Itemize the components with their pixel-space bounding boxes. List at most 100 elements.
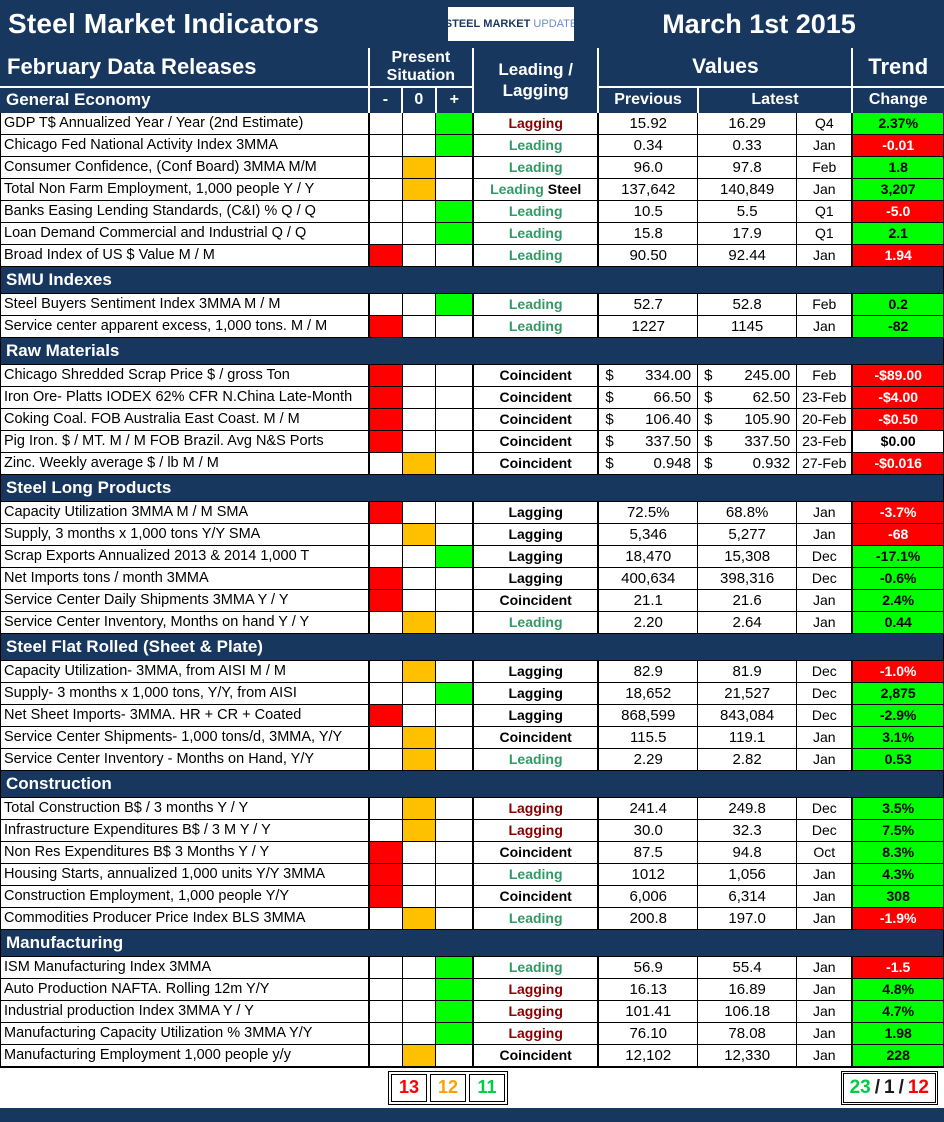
trend-count-separator: / [898, 1076, 904, 1098]
situation-cell-zero [401, 199, 437, 223]
latest-value: 16.29 [697, 111, 798, 135]
situation-cell-minus [367, 221, 403, 245]
period-cell: Dec [796, 681, 854, 705]
indicator-row: Service Center Inventory - Months on Han… [0, 747, 944, 771]
indicator-label: Chicago Fed National Activity Index 3MMA [0, 133, 370, 157]
indicator-label: Service Center Daily Shipments 3MMA Y / … [0, 588, 370, 612]
latest-value: $337.50 [697, 429, 798, 453]
signal-cell: Coincident [472, 1043, 600, 1067]
currency-symbol: $ [605, 388, 614, 406]
indicator-label: Steel Buyers Sentiment Index 3MMA M / M [0, 292, 370, 316]
section-header-steel-long-products: Steel Long Products [0, 473, 944, 502]
latest-value: 106.18 [697, 999, 798, 1023]
signal-cell: Coincident [472, 725, 600, 749]
trend-change-cell: -0.01 [851, 133, 944, 157]
situation-cell-minus [367, 659, 403, 683]
situation-cell-plus [435, 703, 474, 727]
signal-cell: Lagging [472, 500, 600, 524]
signal-text: Leading [508, 866, 563, 883]
signal-cell: Coincident [472, 385, 600, 409]
situation-cell-plus [435, 862, 474, 886]
latest-value: $105.90 [697, 407, 798, 431]
situation-cell-plus [435, 1043, 474, 1067]
indicator-label: Auto Production NAFTA. Rolling 12m Y/Y [0, 977, 370, 1001]
trend-change-cell: 1.94 [851, 243, 944, 267]
situation-cell-minus [367, 177, 403, 201]
signal-cell: Lagging [472, 977, 600, 1001]
previous-value: 868,599 [597, 703, 699, 727]
indicator-label: Commodities Producer Price Index BLS 3MM… [0, 906, 370, 930]
trend-count-black: 1 [884, 1076, 895, 1098]
indicator-row: Iron Ore- Platts IODEX 62% CFR N.China L… [0, 385, 944, 409]
latest-value-number: 245.00 [744, 366, 791, 384]
leading-lagging-line1: Leading / [498, 60, 573, 80]
situation-cell-plus [435, 818, 474, 842]
situation-cell-zero-active [401, 177, 437, 201]
currency-symbol: $ [704, 454, 713, 472]
signal-cell: Lagging [472, 1021, 600, 1045]
indicator-label: Industrial production Index 3MMA Y / Y [0, 999, 370, 1023]
situation-cell-minus [367, 796, 403, 820]
period-cell: Jan [796, 725, 854, 749]
column-header-previous: Previous [597, 86, 699, 113]
situation-cell-zero [401, 884, 437, 908]
latest-value: 2.64 [697, 610, 798, 634]
column-header-change: Change [851, 86, 944, 113]
previous-value: 76.10 [597, 1021, 699, 1045]
latest-value: 17.9 [697, 221, 798, 245]
signal-cell: Lagging [472, 999, 600, 1023]
situation-cell-plus [435, 840, 474, 864]
situation-cell-zero [401, 385, 437, 409]
period-cell: Jan [796, 999, 854, 1023]
indicator-label: Net Sheet Imports- 3MMA. HR + CR + Coate… [0, 703, 370, 727]
previous-value: 1227 [597, 314, 699, 338]
previous-value-number: 334.00 [645, 366, 692, 384]
situation-cell-minus [367, 1043, 403, 1067]
trend-change-cell: 1.98 [851, 1021, 944, 1045]
latest-value: 92.44 [697, 243, 798, 267]
latest-value: 398,316 [697, 566, 798, 590]
previous-value: 16.13 [597, 977, 699, 1001]
section-header-raw-materials: Raw Materials [0, 336, 944, 365]
previous-value: 2.29 [597, 747, 699, 771]
currency-symbol: $ [605, 410, 614, 428]
signal-text: Coincident [499, 389, 572, 406]
page-title: Steel Market Indicators [8, 8, 320, 39]
latest-value: 94.8 [697, 840, 798, 864]
currency-symbol: $ [704, 410, 713, 428]
trend-change-cell: -17.1% [851, 544, 944, 568]
situation-cell-minus [367, 451, 403, 475]
previous-value: $106.40 [597, 407, 699, 431]
previous-value: 10.5 [597, 199, 699, 223]
trend-change-cell: -5.0 [851, 199, 944, 223]
situation-cell-zero-active [401, 906, 437, 930]
latest-value: 1145 [697, 314, 798, 338]
currency-symbol: $ [704, 388, 713, 406]
situation-cell-zero [401, 429, 437, 453]
trend-change-cell: -0.6% [851, 566, 944, 590]
period-cell: 20-Feb [796, 407, 854, 431]
indicator-row: Total Construction B$ / 3 months Y / Y La… [0, 796, 944, 820]
situation-cell-minus-active [367, 884, 403, 908]
situation-cell-zero-active [401, 796, 437, 820]
latest-value: 119.1 [697, 725, 798, 749]
period-cell: 27-Feb [796, 451, 854, 475]
signal-cell: Leading [472, 314, 600, 338]
period-cell: Oct [796, 840, 854, 864]
trend-count-red: 12 [907, 1076, 929, 1098]
column-header-values: Values [597, 47, 854, 88]
signal-cell: Lagging [472, 681, 600, 705]
indicator-row: Manufacturing Capacity Utilization % 3MM… [0, 1021, 944, 1045]
situation-cell-minus [367, 199, 403, 223]
signal-text: Lagging [508, 685, 563, 702]
trend-change-cell: -1.9% [851, 906, 944, 930]
situation-cell-plus [435, 522, 474, 546]
period-cell: Jan [796, 884, 854, 908]
signal-text: Leading [508, 614, 563, 631]
signal-cell: Coincident [472, 840, 600, 864]
indicator-row: Capacity Utilization- 3MMA, from AISI M … [0, 659, 944, 683]
previous-value: 18,652 [597, 681, 699, 705]
section-header-row: Steel Flat Rolled (Sheet & Plate) [0, 632, 944, 661]
column-header-leading-lagging: Leading / Lagging [472, 48, 600, 113]
previous-value: 72.5% [597, 500, 699, 524]
